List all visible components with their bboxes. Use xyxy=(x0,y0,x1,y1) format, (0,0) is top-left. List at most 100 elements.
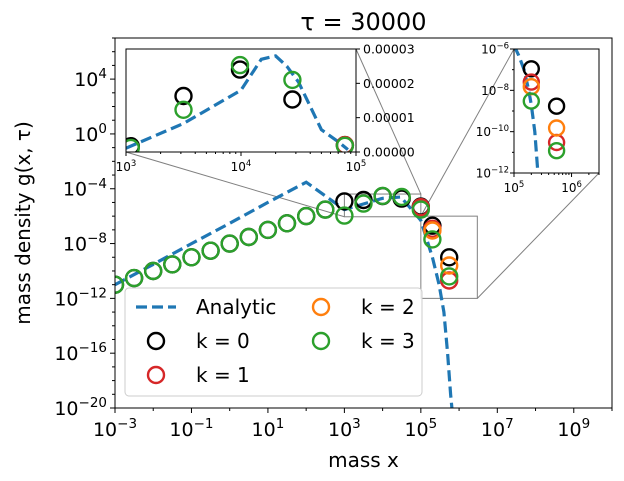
inset-left-series xyxy=(126,54,355,152)
x-tick-label: 109 xyxy=(557,416,590,441)
marker-k0 xyxy=(522,60,540,78)
marker-k3 xyxy=(335,206,354,225)
x-axis-label: mass x xyxy=(328,448,399,472)
inset-right-y-tick-label: 10−12 xyxy=(476,165,509,180)
legend-item: k = 0 xyxy=(146,329,250,353)
analytic-line xyxy=(514,49,540,173)
marker-k1 xyxy=(522,73,540,91)
legend-marker-swatch xyxy=(311,331,331,351)
inset-left-y-tick-label: 0.00002 xyxy=(363,76,415,91)
inset-left-y-tick-label: 0.00001 xyxy=(363,110,415,125)
legend-label: k = 1 xyxy=(196,363,250,387)
legend-item: k = 1 xyxy=(146,363,250,387)
x-tick-label: 107 xyxy=(481,416,514,441)
marker-k3 xyxy=(239,227,259,247)
zoom-box-right xyxy=(420,215,478,299)
marker-k3 xyxy=(297,206,316,226)
legend-item: k = 2 xyxy=(311,295,415,319)
inset-right: 105 106 10−12 10−10 10−8 10−6 xyxy=(476,41,600,195)
marker-k3 xyxy=(547,141,566,160)
y-tick-label: 10−16 xyxy=(54,340,107,365)
inset-right-x-tick-label: 105 xyxy=(504,180,525,195)
main-x-axis: 10−3 10−1 101 103 105 107 109 xyxy=(93,408,613,441)
marker-k3 xyxy=(411,200,430,219)
inset-right-series xyxy=(514,49,566,173)
marker-k3 xyxy=(124,268,144,288)
main-series xyxy=(115,180,459,408)
marker-k3 xyxy=(423,230,442,249)
y-tick-label: 10−4 xyxy=(63,176,107,201)
inset-right-x-tick-label: 106 xyxy=(561,180,582,195)
inset-left-x-tick-label: 103 xyxy=(116,159,137,174)
inset-left-y-tick-label: 0.00000 xyxy=(363,145,415,160)
y-tick-label: 10−12 xyxy=(54,285,107,310)
marker-k3 xyxy=(277,214,297,233)
marker-k3 xyxy=(258,220,278,240)
x-tick-label: 10−1 xyxy=(169,416,213,441)
marker-k3 xyxy=(201,241,220,260)
marker-k3 xyxy=(220,234,239,253)
legend-label: k = 3 xyxy=(361,329,415,353)
marker-k3 xyxy=(174,100,193,120)
inset-right-y-tick-label: 10−6 xyxy=(481,41,509,56)
marker-k3 xyxy=(163,255,182,274)
marker-k0 xyxy=(547,97,566,115)
marker-k0 xyxy=(335,192,354,211)
legend-label: k = 0 xyxy=(196,329,250,353)
legend-marker-swatch xyxy=(146,331,166,351)
zoom-connector-line xyxy=(125,151,345,218)
y-tick-label: 10−8 xyxy=(63,231,107,256)
inset-left-area xyxy=(126,49,356,152)
zoom-connector-line xyxy=(355,48,422,195)
legend-item: k = 3 xyxy=(311,329,415,353)
legend-marker-swatch xyxy=(146,365,166,385)
marker-k3 xyxy=(522,92,540,110)
analytic-line xyxy=(126,54,349,151)
y-axis-label: mass density g(x, τ) xyxy=(11,121,35,325)
marker-k0 xyxy=(440,248,459,267)
x-tick-label: 105 xyxy=(404,416,437,441)
inset-left-x-tick-label: 104 xyxy=(231,159,252,174)
marker-k2 xyxy=(440,256,459,275)
marker-k0 xyxy=(283,90,302,109)
y-tick-label: 100 xyxy=(74,121,107,146)
marker-k3 xyxy=(115,275,125,294)
x-tick-label: 10−3 xyxy=(93,416,137,441)
marker-k3 xyxy=(182,248,201,267)
analytic-line xyxy=(115,180,454,408)
marker-k3 xyxy=(354,194,373,213)
marker-k3 xyxy=(440,267,459,286)
legend-marker-swatch xyxy=(311,297,331,317)
inset-left-x-tick-label: 105 xyxy=(346,159,367,174)
inset-right-area xyxy=(514,49,599,173)
marker-k3 xyxy=(283,70,302,90)
y-tick-label: 104 xyxy=(74,66,107,91)
marker-k2 xyxy=(423,221,442,240)
x-tick-label: 101 xyxy=(252,416,285,441)
main-frame xyxy=(114,37,613,409)
zoom-connector-line xyxy=(420,48,515,217)
inset-right-y-tick-label: 10−10 xyxy=(476,124,509,139)
legend-box xyxy=(124,287,423,397)
marker-k3 xyxy=(143,261,163,281)
legend-label: Analytic xyxy=(196,295,276,319)
zoom-connector-line xyxy=(476,172,600,299)
legend-label: k = 2 xyxy=(361,295,415,319)
zoom-box-left xyxy=(343,193,422,218)
marker-k3 xyxy=(230,55,250,75)
marker-k3 xyxy=(373,186,392,206)
main-y-axis: 10−20 10−16 10−12 10−8 10−4 100 104 xyxy=(54,37,115,420)
legend-item: Analytic xyxy=(136,295,276,319)
marker-k2 xyxy=(547,119,566,137)
marker-k3 xyxy=(392,187,411,207)
x-tick-label: 103 xyxy=(328,416,361,441)
marker-k3 xyxy=(335,136,355,152)
chart-title: τ = 30000 xyxy=(300,8,426,36)
inset-left-y-tick-label: 0.00003 xyxy=(363,42,415,57)
marker-k3 xyxy=(316,200,335,219)
y-tick-label: 10−20 xyxy=(54,395,107,420)
marker-k3 xyxy=(126,138,140,152)
